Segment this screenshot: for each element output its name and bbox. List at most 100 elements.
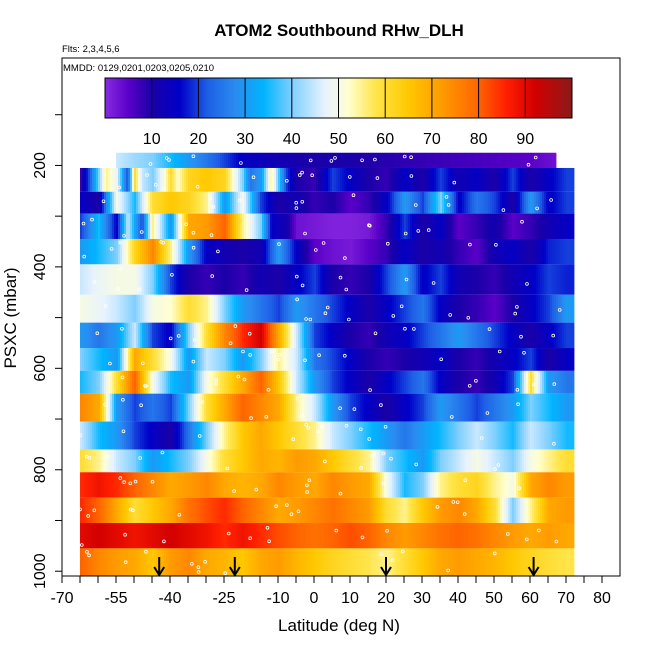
heatmap-cell [136,548,139,577]
heatmap-cell [220,393,223,422]
heatmap-cell [264,472,267,498]
heatmap-cell [556,523,559,549]
heatmap-cell [344,449,347,473]
heatmap-cell [108,322,111,349]
heatmap-cell [172,322,175,349]
heatmap-band [80,421,575,450]
heatmap-cell [364,213,367,239]
heatmap-cell [352,497,355,524]
heatmap-cell [324,497,327,524]
heatmap-cell [474,191,477,214]
heatmap-cell [84,449,87,473]
heatmap-cell [438,393,441,422]
heatmap-cell [176,393,179,422]
heatmap-cell [484,238,487,265]
heatmap-cell [406,167,409,192]
heatmap-cell [186,238,189,265]
sample-point [446,203,451,207]
sample-point [209,233,214,237]
heatmap-cell [106,294,109,323]
heatmap-cell [528,523,531,549]
heatmap-cell [376,449,379,473]
heatmap-cell [562,294,565,323]
heatmap-cell [560,191,563,214]
heatmap-cell [228,449,231,473]
heatmap-cell [512,322,515,349]
heatmap-cell [358,348,361,371]
heatmap-cell [504,152,507,168]
heatmap-cell [490,548,493,577]
heatmap-cell [228,322,231,349]
heatmap-cell [258,152,261,168]
heatmap-cell [454,238,457,265]
sample-point [195,184,200,189]
heatmap-cell [246,548,249,577]
heatmap-cell [504,421,507,450]
heatmap-cell [482,167,485,192]
heatmap-cell [310,523,313,549]
heatmap-cell [254,449,257,473]
heatmap-cell [254,238,257,265]
heatmap-cell [322,213,325,239]
heatmap-cell [504,322,507,349]
heatmap-cell [234,322,237,349]
heatmap-cell [398,421,401,450]
heatmap-cell [316,152,319,168]
heatmap-cell [564,497,567,524]
heatmap-cell [214,370,217,394]
heatmap-cell [90,322,93,349]
heatmap-cell [96,294,99,323]
heatmap-cell [350,167,353,192]
heatmap-cell [422,393,425,422]
heatmap-cell [360,294,363,323]
heatmap-cell [488,294,491,323]
heatmap-cell [116,548,119,577]
heatmap-cell [526,152,529,168]
heatmap-cell [240,523,243,549]
heatmap-cell [262,548,265,577]
heatmap-cell [518,523,521,549]
heatmap-cell [234,497,237,524]
heatmap-cell [544,370,547,394]
heatmap-cell [428,213,431,239]
heatmap-cell [536,548,539,577]
heatmap-cell [118,370,121,394]
heatmap-cell [166,322,169,349]
heatmap-cell [140,523,143,549]
heatmap-cell [456,370,459,394]
heatmap-cell [354,264,357,295]
heatmap-cell [560,472,563,498]
sample-point [274,504,278,509]
heatmap-cell [452,497,455,524]
heatmap-cell [562,264,565,295]
heatmap-cell [290,523,293,549]
heatmap-cell [160,348,163,371]
heatmap-cell [472,264,475,295]
heatmap-cell [346,152,349,168]
heatmap-cell [112,294,115,323]
heatmap-cell [166,167,169,192]
heatmap-cell [554,370,557,394]
heatmap-cell [426,370,429,394]
heatmap-cell [174,393,177,422]
heatmap-cell [354,191,357,214]
heatmap-cell [446,421,449,450]
heatmap-cell [476,548,479,577]
heatmap-cell [314,548,317,577]
heatmap-cell [322,238,325,265]
heatmap-cell [496,548,499,577]
heatmap-cell [536,421,539,450]
heatmap-cell [206,421,209,450]
heatmap-cell [368,370,371,394]
heatmap-cell [156,497,159,524]
heatmap-cell [452,472,455,498]
heatmap-cell [516,152,519,168]
heatmap-cell [438,238,441,265]
heatmap-cell [230,497,233,524]
heatmap-cell [454,393,457,422]
heatmap-cell [292,152,295,168]
heatmap-cell [156,348,159,371]
heatmap-cell [420,264,423,295]
heatmap-cell [104,191,107,214]
heatmap-cell [510,472,513,498]
